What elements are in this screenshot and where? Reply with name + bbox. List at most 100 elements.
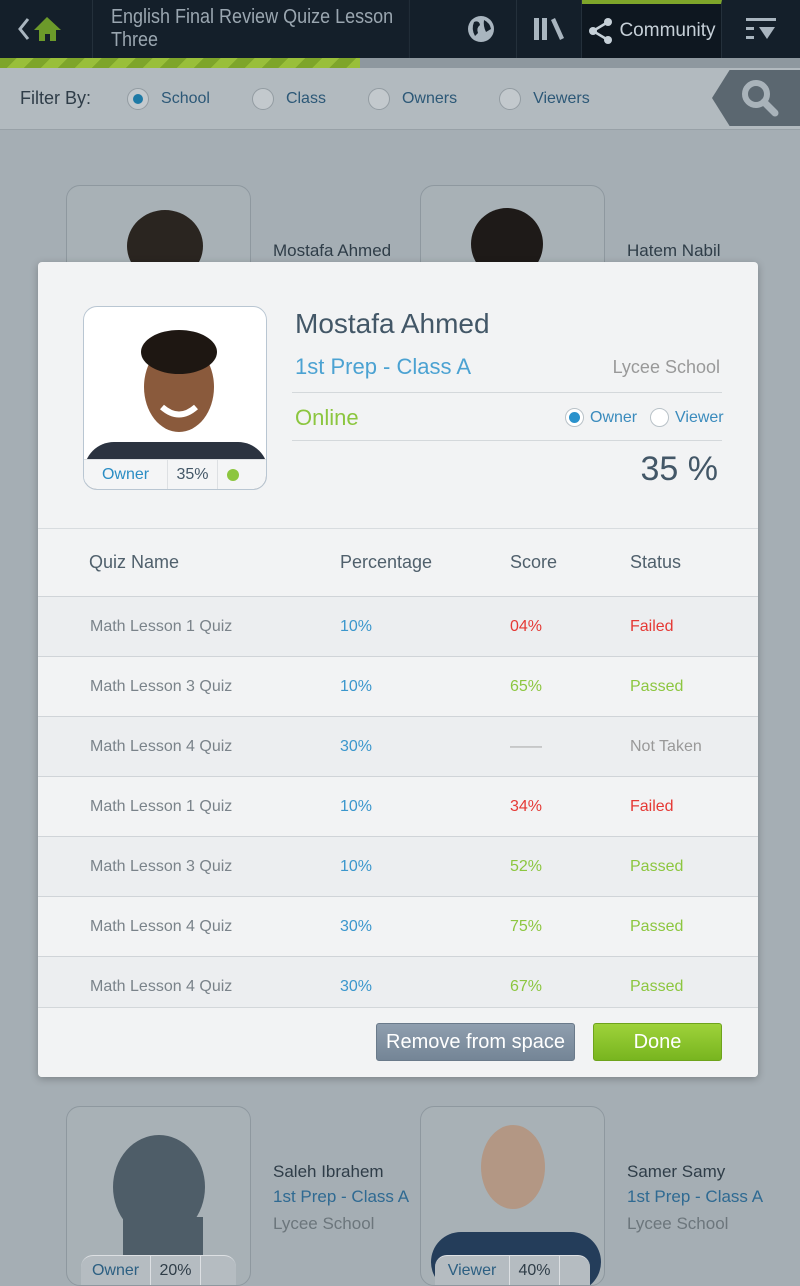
filter-school-radio[interactable]: School xyxy=(127,87,210,110)
column-header: Quiz Name xyxy=(89,552,180,572)
quiz-status: Failed xyxy=(630,617,674,635)
quiz-percentage: 10% xyxy=(340,677,373,695)
student-name: Saleh Ibrahem xyxy=(273,1162,384,1181)
radio-label: Owners xyxy=(401,89,458,107)
quiz-percentage: 10% xyxy=(340,617,373,635)
radio-dot xyxy=(650,408,669,427)
column-header: Score xyxy=(510,552,558,572)
progress-bar xyxy=(0,58,800,68)
radio-label: School xyxy=(161,89,210,107)
student-school: Lycee School xyxy=(627,1214,729,1233)
globe-button[interactable] xyxy=(445,0,517,58)
quiz-percentage: 30% xyxy=(340,737,373,755)
done-button[interactable]: Done xyxy=(593,1023,722,1061)
filter-viewers-radio[interactable]: Viewers xyxy=(499,87,590,110)
radio-label: Owner xyxy=(590,408,638,426)
percent-label: 20% xyxy=(151,1255,201,1285)
community-label: Community xyxy=(619,20,716,41)
quiz-percentage: 10% xyxy=(340,857,373,875)
library-button[interactable] xyxy=(517,0,582,58)
role-label: Viewer xyxy=(435,1255,510,1285)
overall-percent: 35 % xyxy=(640,450,719,488)
radio-label: Class xyxy=(285,89,326,107)
student-class: 1st Prep - Class A xyxy=(295,354,472,379)
percent-label: 40% xyxy=(510,1255,560,1285)
share-icon xyxy=(589,18,613,44)
online-status: Online xyxy=(295,405,359,430)
sort-menu-button[interactable] xyxy=(722,0,800,58)
divider xyxy=(292,440,722,441)
quiz-status: Passed xyxy=(630,917,684,935)
role-label: Owner xyxy=(84,459,168,489)
radio-dot xyxy=(499,87,522,110)
back-home-button[interactable] xyxy=(0,0,93,58)
radio-dot xyxy=(251,87,274,110)
quiz-name: Math Lesson 1 Quiz xyxy=(90,617,233,635)
globe-icon xyxy=(467,16,494,42)
role-label: Owner xyxy=(81,1255,151,1285)
student-name: Mostafa Ahmed xyxy=(273,241,392,260)
quiz-name: Math Lesson 1 Quiz xyxy=(90,797,233,815)
filter-class-radio[interactable]: Class xyxy=(251,87,326,110)
radio-dot xyxy=(565,408,584,427)
quiz-name: Math Lesson 3 Quiz xyxy=(90,857,233,875)
column-header: Status xyxy=(630,552,682,572)
quiz-status: Passed xyxy=(630,977,684,995)
quiz-status: Passed xyxy=(630,677,684,695)
quiz-status: Not Taken xyxy=(630,737,702,755)
radio-label: Viewers xyxy=(533,89,590,107)
filter-label: Filter By: xyxy=(20,88,92,108)
table-row: Math Lesson 3 Quiz 10% 52% Passed xyxy=(38,837,758,897)
quiz-score: —— xyxy=(510,737,542,755)
column-header: Percentage xyxy=(340,552,433,572)
table-row: Math Lesson 1 Quiz 10% 34% Failed xyxy=(38,777,758,837)
search-button[interactable] xyxy=(712,70,800,126)
filter-owners-radio[interactable]: Owners xyxy=(367,87,458,110)
filter-bar: Filter By: School Class Owners Viewers xyxy=(0,68,800,130)
sort-icon xyxy=(746,18,776,39)
card-status-bar: Owner 20% xyxy=(81,1255,236,1285)
student-name: Hatem Nabil xyxy=(627,241,721,260)
owner-radio[interactable]: Owner xyxy=(565,408,637,427)
online-indicator-icon xyxy=(218,460,248,490)
quiz-score: 65% xyxy=(510,677,543,695)
radio-label: Viewer xyxy=(675,408,724,426)
student-class: 1st Prep - Class A xyxy=(273,1187,410,1206)
table-row: Math Lesson 3 Quiz 10% 65% Passed xyxy=(38,657,758,717)
quiz-score: 75% xyxy=(510,917,543,935)
viewer-radio[interactable]: Viewer xyxy=(650,408,724,427)
student-card[interactable]: Owner 20% xyxy=(66,1106,251,1286)
student-school: Lycee School xyxy=(612,357,720,377)
remove-from-space-button[interactable]: Remove from space xyxy=(376,1023,575,1061)
student-card[interactable]: Viewer 40% xyxy=(420,1106,605,1286)
radio-dot xyxy=(127,87,150,110)
table-row: Math Lesson 4 Quiz 30% 67% Passed xyxy=(38,957,758,1008)
library-icon xyxy=(534,18,564,40)
quiz-name: Math Lesson 4 Quiz xyxy=(90,917,233,935)
page-title: English Final Review Quize Lesson Three xyxy=(93,0,410,58)
quiz-table: Quiz Name Percentage Score Status Math L… xyxy=(38,528,758,1008)
progress-fill xyxy=(0,58,360,68)
photo-status-bar: Owner 35% xyxy=(84,459,266,489)
percent-label: 35% xyxy=(168,459,218,489)
table-row: Math Lesson 4 Quiz 30% —— Not Taken xyxy=(38,717,758,777)
quiz-score: 04% xyxy=(510,617,543,635)
quiz-status: Failed xyxy=(630,797,674,815)
home-icon xyxy=(18,17,61,41)
card-status-bar: Viewer 40% xyxy=(435,1255,590,1285)
quiz-name: Math Lesson 3 Quiz xyxy=(90,677,233,695)
dialog-footer: Remove from space Done xyxy=(38,1007,758,1077)
quiz-name: Math Lesson 4 Quiz xyxy=(90,737,233,755)
table-row: Math Lesson 4 Quiz 30% 75% Passed xyxy=(38,897,758,957)
search-icon xyxy=(742,80,779,117)
table-row: Math Lesson 1 Quiz 10% 04% Failed xyxy=(38,597,758,657)
quiz-score: 52% xyxy=(510,857,543,875)
quiz-score: 67% xyxy=(510,977,543,995)
student-detail-dialog: Owner 35% Mostafa Ahmed 1st Prep - Class… xyxy=(38,262,758,1077)
student-school: Lycee School xyxy=(273,1214,375,1233)
radio-dot xyxy=(367,87,390,110)
quiz-percentage: 10% xyxy=(340,797,373,815)
student-name: Mostafa Ahmed xyxy=(295,308,490,339)
quiz-name: Math Lesson 4 Quiz xyxy=(90,977,233,995)
community-tab[interactable]: Community xyxy=(582,0,722,58)
